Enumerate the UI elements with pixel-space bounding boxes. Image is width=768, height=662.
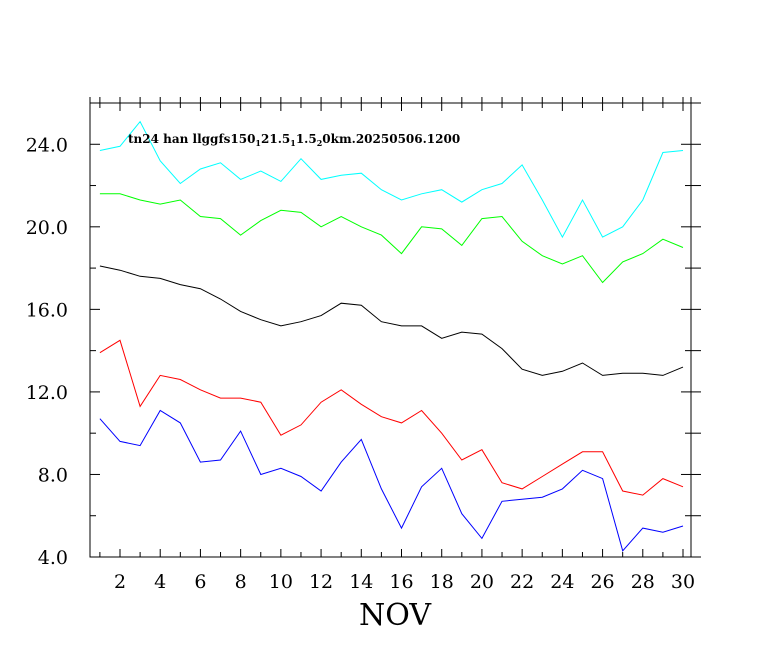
series-line bbox=[99, 193, 684, 284]
chart-title: tn24 han llggfs150121.511.520km.20250506… bbox=[128, 132, 460, 148]
y-tick-label: 16.0 bbox=[26, 299, 68, 321]
x-tick-label: 6 bbox=[194, 571, 206, 593]
y-tick-label: 12.0 bbox=[26, 382, 68, 404]
x-tick-label: 10 bbox=[269, 571, 293, 593]
chart-title-part: 2 bbox=[317, 138, 323, 148]
x-tick-label: 30 bbox=[671, 571, 695, 593]
chart-title-part: 0km.20250506.1200 bbox=[322, 132, 460, 146]
x-tick-label: 8 bbox=[235, 571, 247, 593]
x-tick-label: 16 bbox=[389, 571, 413, 593]
x-tick-label: 14 bbox=[349, 571, 373, 593]
tick-labels: 2 4 6 8 10 12 14 16 18 20 22 24 26 28 304.08.012.016.0… bbox=[26, 134, 695, 593]
series-line bbox=[99, 120, 684, 239]
x-tick-label: 28 bbox=[631, 571, 655, 593]
y-tick-label: 24.0 bbox=[26, 134, 68, 156]
y-tick-label: 4.0 bbox=[38, 547, 68, 569]
y-tick-label: 20.0 bbox=[26, 217, 68, 239]
x-tick-label: 2 bbox=[114, 571, 126, 593]
x-tick-label: 4 bbox=[154, 571, 166, 593]
series-line bbox=[99, 409, 684, 552]
series-line bbox=[99, 265, 684, 376]
chart-title-part: 1.5 bbox=[296, 132, 317, 146]
x-tick-label: 24 bbox=[550, 571, 574, 593]
x-tick-label: 26 bbox=[590, 571, 614, 593]
x-tick-label: 20 bbox=[470, 571, 494, 593]
x-tick-label: 12 bbox=[309, 571, 333, 593]
chart-title-part: 21.5 bbox=[261, 132, 290, 146]
axis-ticks bbox=[89, 97, 701, 558]
chart-title-part: 1 bbox=[255, 138, 261, 148]
chart-title-part: tn24 han llggfs150 bbox=[128, 132, 255, 146]
series-group bbox=[99, 120, 684, 552]
x-tick-label: 18 bbox=[430, 571, 454, 593]
y-tick-label: 8.0 bbox=[38, 464, 68, 486]
x-axis-label: NOV bbox=[359, 598, 432, 633]
chart-title-part: 1 bbox=[290, 138, 296, 148]
series-line bbox=[99, 339, 684, 496]
plot-frame bbox=[89, 102, 692, 558]
x-tick-label: 22 bbox=[510, 571, 534, 593]
